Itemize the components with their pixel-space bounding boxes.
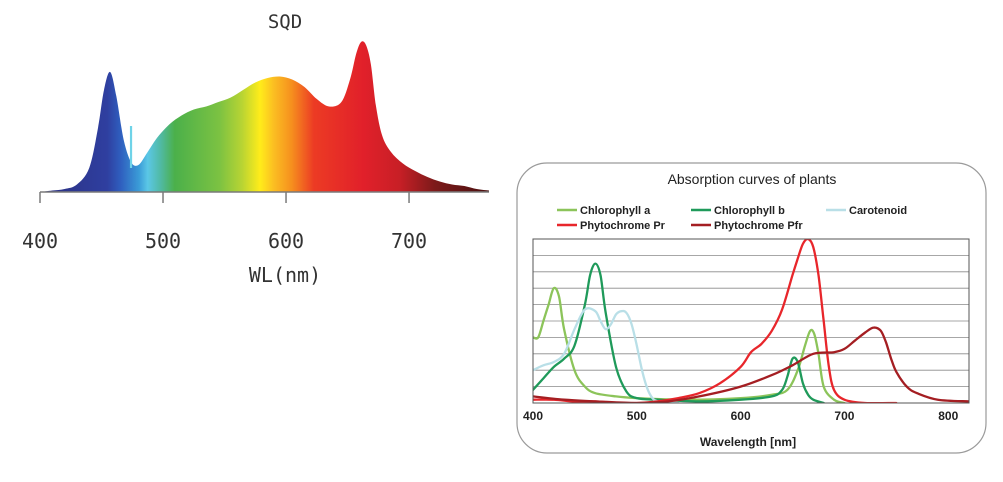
- absorption-plot-border: [532, 238, 970, 404]
- absorption-x-ticks: 400 500 600 700 800: [523, 409, 959, 423]
- sqd-spectrum-area: [40, 41, 489, 192]
- sqd-x-ticks: 400 500 600 700: [22, 192, 427, 253]
- legend-label-carotenoid: Carotenoid: [849, 205, 907, 217]
- sqd-x-axis-label: WL(nm): [249, 263, 321, 287]
- absorption-x-axis-label: Wavelength [nm]: [700, 435, 796, 449]
- absorption-title: Absorption curves of plants: [668, 171, 837, 187]
- sqd-marks: [40, 41, 489, 192]
- series-line-phytochrome-pfr: [533, 326, 969, 403]
- absorption-chart-frame: [516, 162, 987, 454]
- absorption-x-tick-label: 400: [523, 409, 543, 423]
- absorption-series: [533, 239, 969, 403]
- sqd-spectrum-chart: SQD 400 500 600 700 WL(nm): [22, 11, 489, 287]
- sqd-x-tick-label: 500: [145, 229, 181, 253]
- legend-label-phytochrome-pr: Phytochrome Pr: [580, 220, 666, 232]
- legend-label-chlorophyll-b: Chlorophyll b: [714, 205, 785, 217]
- sqd-x-tick-label: 400: [22, 229, 58, 253]
- absorption-legend: Chlorophyll a Chlorophyll b Carotenoid Phyt…: [557, 205, 907, 232]
- series-line-carotenoid: [533, 307, 680, 403]
- legend-label-phytochrome-pfr: Phytochrome Pfr: [714, 220, 803, 232]
- series-line-phytochrome-pr: [533, 239, 898, 403]
- legend-label-chlorophyll-a: Chlorophyll a: [580, 205, 651, 217]
- sqd-x-tick-label: 700: [391, 229, 427, 253]
- sqd-x-tick-label: 600: [268, 229, 304, 253]
- sqd-title: SQD: [268, 11, 302, 33]
- absorption-x-tick-label: 500: [627, 409, 647, 423]
- absorption-x-tick-label: 600: [731, 409, 751, 423]
- absorption-chart: Absorption curves of plants Chlorophyll …: [516, 162, 987, 454]
- absorption-x-tick-label: 800: [938, 409, 958, 423]
- absorption-x-tick-label: 700: [834, 409, 854, 423]
